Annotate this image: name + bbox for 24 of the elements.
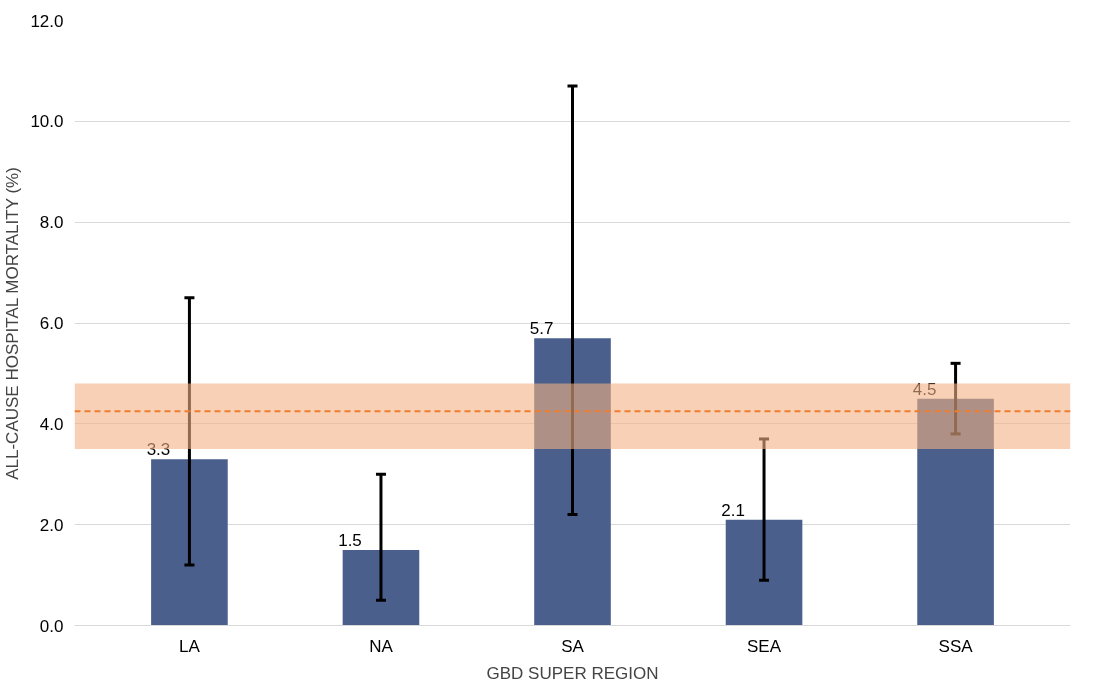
x-axis-title: GBD SUPER REGION [486, 663, 659, 683]
bar [342, 549, 420, 626]
x-tick-label: SA [561, 636, 585, 656]
data-label: 2.1 [721, 500, 745, 520]
y-tick-label: 12.0 [30, 11, 64, 31]
y-axis-title: ALL-CAUSE HOSPITAL MORTALITY (%) [3, 167, 23, 480]
bar [725, 519, 803, 626]
data-label: 4.5 [912, 379, 937, 399]
x-tick-label: SEA [747, 636, 782, 656]
bar [151, 459, 228, 626]
y-tick-label: 2.0 [39, 515, 64, 535]
y-tick-label: 0.0 [39, 616, 64, 636]
x-tick-label: LA [179, 636, 201, 656]
data-label: 3.3 [146, 440, 171, 460]
x-tick-label: SSA [938, 636, 974, 656]
x-tick-label: NA [369, 636, 394, 656]
y-tick-label: 4.0 [39, 414, 64, 434]
y-tick-label: 10.0 [30, 112, 64, 132]
data-label: 5.7 [529, 319, 554, 339]
bar [917, 398, 994, 626]
bar [534, 338, 611, 626]
y-tick-label: 6.0 [39, 314, 64, 333]
y-tick-label: 8.0 [39, 213, 64, 233]
data-label: 1.5 [338, 530, 362, 550]
